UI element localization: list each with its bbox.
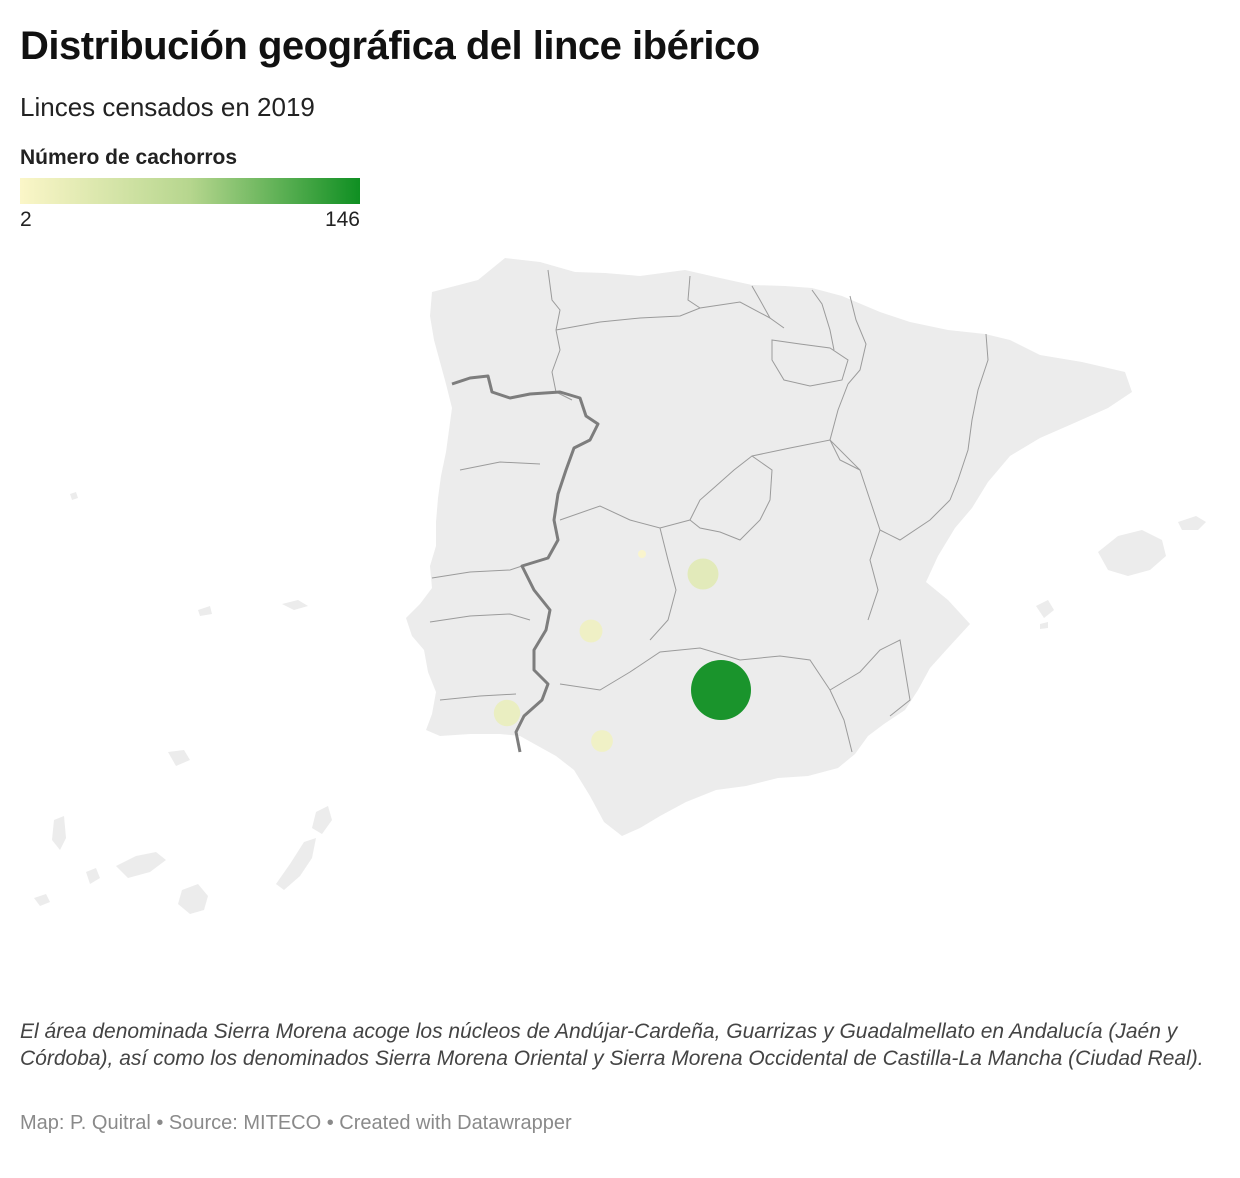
border-castile-south xyxy=(559,505,691,529)
lynx-point-2[interactable] xyxy=(687,558,719,590)
lynx-point-4[interactable] xyxy=(579,619,603,643)
border-galicia-castile xyxy=(551,329,573,401)
legend-title: Número de cachorros xyxy=(20,146,238,169)
island-tenerife xyxy=(116,852,166,878)
island-small-1 xyxy=(70,492,78,500)
island-azores-1 xyxy=(282,600,308,610)
border-extremadura-lamancha xyxy=(649,527,677,641)
island-azores-2 xyxy=(198,606,212,616)
border-galicia-asturias xyxy=(547,269,561,331)
island-menorca xyxy=(1178,516,1206,530)
border-navarra-aragon xyxy=(847,295,867,385)
island-mallorca xyxy=(1098,530,1166,576)
legend-gradient-bar xyxy=(20,178,360,204)
legend-labels: 2 146 xyxy=(20,204,360,232)
island-la-gomera xyxy=(86,868,100,884)
island-lanzarote xyxy=(312,806,332,834)
border-cantabria-basque xyxy=(751,285,785,329)
island-el-hierro xyxy=(34,894,50,906)
iberian-peninsula xyxy=(406,258,1132,836)
island-ibiza xyxy=(1036,600,1054,618)
region-borders xyxy=(429,269,989,753)
legend-min-label: 2 xyxy=(20,208,32,231)
border-portugal-districts-3 xyxy=(429,613,531,623)
chart-note: El área denominada Sierra Morena acoge l… xyxy=(20,1020,1204,1070)
island-madeira xyxy=(168,750,190,766)
border-rioja xyxy=(771,339,849,387)
island-formentera xyxy=(1040,622,1048,629)
border-valencia xyxy=(879,499,951,541)
lynx-points xyxy=(493,550,751,752)
color-legend: Número de cachorros 2 146 xyxy=(20,146,360,232)
border-portugal-districts-2 xyxy=(431,565,523,579)
border-andalusia-murcia xyxy=(829,689,853,753)
island-fuerteventura xyxy=(276,838,316,890)
border-asturias-cantabria xyxy=(687,275,701,309)
border-lamancha-east xyxy=(751,439,881,621)
chart-subtitle: Linces censados en 2019 xyxy=(20,92,315,122)
chart-title: Distribución geográfica del lince ibéric… xyxy=(20,24,760,68)
island-la-palma xyxy=(52,816,66,850)
border-portugal-districts-1 xyxy=(459,461,541,471)
border-aragon-catalonia xyxy=(949,333,989,501)
lynx-point-3[interactable] xyxy=(493,699,521,727)
border-portugal-districts-4 xyxy=(439,693,517,701)
border-castile-madrid xyxy=(689,455,773,541)
spain-portugal-border xyxy=(451,374,600,753)
border-castile-north xyxy=(555,301,771,331)
land-layer xyxy=(34,258,1206,914)
border-lamancha-andalusia xyxy=(559,647,831,691)
iberia-map xyxy=(34,258,1206,914)
lynx-point-1[interactable] xyxy=(691,660,751,720)
border-murcia xyxy=(829,639,911,717)
lynx-point-5[interactable] xyxy=(591,730,613,752)
chart-footer: Map: P. Quitral • Source: MITECO • Creat… xyxy=(20,1112,572,1134)
legend-max-label: 146 xyxy=(324,208,360,231)
island-gran-canaria xyxy=(178,884,208,914)
border-line xyxy=(451,374,600,753)
border-basque-navarra xyxy=(811,289,835,351)
lynx-point-6[interactable] xyxy=(638,550,646,558)
